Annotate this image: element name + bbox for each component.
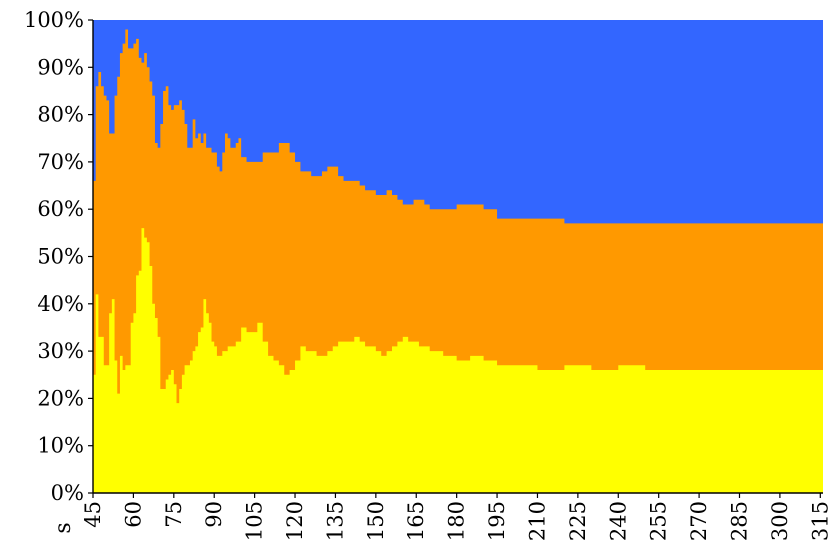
x-tick-label: 105 (243, 501, 267, 541)
axes: 0% 10% 20% 30% 40% 50% 60% 70% 80% 90% 100% 45 60 75 9… (24, 8, 832, 541)
x-axis-label: s (51, 522, 76, 533)
x-tick-label: 45 (81, 501, 105, 528)
y-tick-label: 60% (37, 197, 84, 221)
x-tick-label: 135 (323, 501, 347, 541)
plot-area (93, 20, 823, 494)
y-tick-label: 0% (51, 481, 84, 505)
y-tick-label: 80% (37, 103, 84, 127)
y-tick-label: 10% (37, 434, 84, 458)
x-tick-label: 120 (283, 501, 307, 541)
y-tick-label: 90% (37, 55, 84, 79)
x-tick-label: 285 (728, 501, 752, 541)
x-tick-label: 210 (526, 501, 550, 541)
x-tick-label: 90 (202, 501, 226, 528)
x-tick-label: 60 (121, 501, 145, 528)
x-tick-label: 225 (566, 501, 590, 541)
x-tick-label: 165 (404, 501, 428, 541)
x-tick-label: 300 (768, 501, 792, 541)
area-band-bottom (93, 228, 823, 493)
x-tick-label: 240 (606, 501, 630, 541)
y-tick-label: 70% (37, 150, 84, 174)
y-tick-label: 100% (24, 8, 84, 32)
y-tick-label: 20% (37, 386, 84, 410)
y-tick-label: 50% (37, 245, 84, 269)
x-tick-label: 255 (647, 501, 671, 541)
x-tick-label: 180 (445, 501, 469, 541)
x-tick-label: 195 (485, 501, 509, 541)
x-tick-label: 315 (808, 501, 832, 541)
x-tick-label: 75 (162, 501, 186, 528)
y-tick-label: 30% (37, 339, 84, 363)
x-tick-label: 150 (364, 501, 388, 541)
x-tick-label: 270 (687, 501, 711, 541)
y-tick-label: 40% (37, 292, 84, 316)
